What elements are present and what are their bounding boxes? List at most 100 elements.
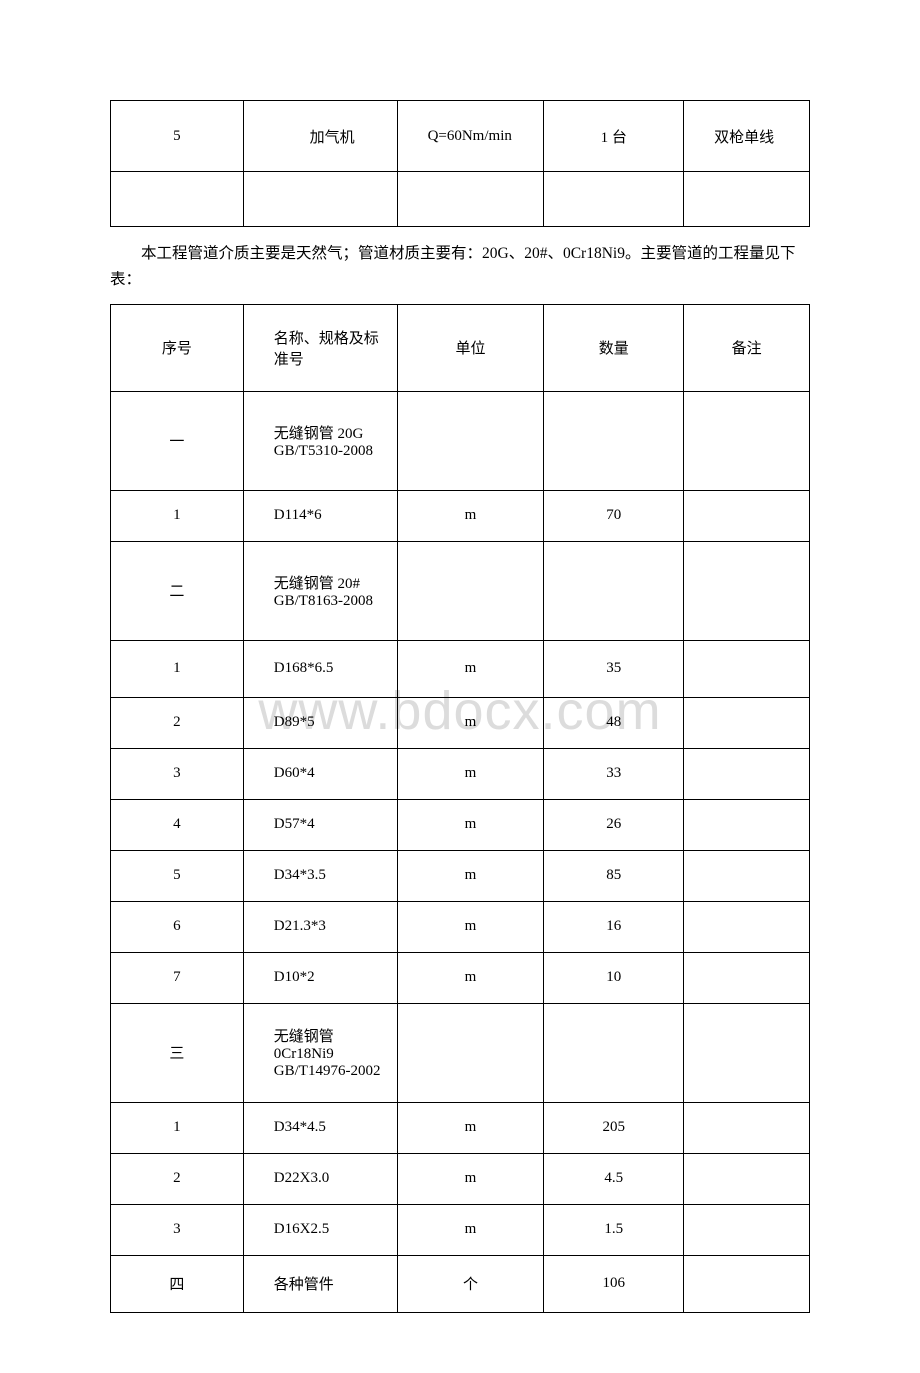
- pipe-cell: m: [397, 1102, 544, 1153]
- equipment-row: [111, 172, 810, 227]
- pipe-cell: m: [397, 850, 544, 901]
- pipe-row: 2D22X3.0m4.5: [111, 1153, 810, 1204]
- pipe-cell: D89*5: [243, 697, 397, 748]
- pipe-cell: 26: [544, 799, 684, 850]
- pipe-cell: 33: [544, 748, 684, 799]
- pipe-cell: [544, 391, 684, 490]
- pipe-cell: [684, 1255, 810, 1312]
- pipe-cell: 数量: [544, 304, 684, 391]
- pipe-cell: [397, 541, 544, 640]
- page-content: 5加气机Q=60Nm/min1 台双枪单线 本工程管道介质主要是天然气；管道材质…: [110, 100, 810, 1313]
- pipe-row: 一无缝钢管 20G GB/T5310-2008: [111, 391, 810, 490]
- t1-body: 5加气机Q=60Nm/min1 台双枪单线: [111, 101, 810, 227]
- pipe-cell: [684, 640, 810, 697]
- pipe-cell: [397, 391, 544, 490]
- pipe-cell: D168*6.5: [243, 640, 397, 697]
- pipe-cell: [684, 1102, 810, 1153]
- pipe-cell: [684, 697, 810, 748]
- pipe-cell: m: [397, 490, 544, 541]
- pipe-cell: [544, 1003, 684, 1102]
- pipe-row: 二无缝钢管 20# GB/T8163-2008: [111, 541, 810, 640]
- pipe-cell: [684, 952, 810, 1003]
- pipe-row: 三无缝钢管 0Cr18Ni9 GB/T14976-2002: [111, 1003, 810, 1102]
- pipe-cell: 1.5: [544, 1204, 684, 1255]
- pipe-cell: m: [397, 697, 544, 748]
- equipment-cell: 5: [111, 101, 244, 172]
- pipe-cell: 2: [111, 1153, 244, 1204]
- pipe-cell: D34*3.5: [243, 850, 397, 901]
- intro-paragraph: 本工程管道介质主要是天然气；管道材质主要有：20G、20#、0Cr18Ni9。主…: [110, 241, 810, 294]
- pipe-row: 1D34*4.5m205: [111, 1102, 810, 1153]
- pipe-cell: m: [397, 1204, 544, 1255]
- pipe-cell: 106: [544, 1255, 684, 1312]
- pipe-cell: [684, 850, 810, 901]
- equipment-table: 5加气机Q=60Nm/min1 台双枪单线: [110, 100, 810, 227]
- pipe-cell: D57*4: [243, 799, 397, 850]
- pipe-cell: 85: [544, 850, 684, 901]
- pipe-cell: D22X3.0: [243, 1153, 397, 1204]
- pipe-cell: m: [397, 748, 544, 799]
- pipe-cell: 各种管件: [243, 1255, 397, 1312]
- pipe-cell: 10: [544, 952, 684, 1003]
- pipe-cell: D60*4: [243, 748, 397, 799]
- pipe-row: 3D16X2.5m1.5: [111, 1204, 810, 1255]
- pipe-row: 6D21.3*3m16: [111, 901, 810, 952]
- pipe-cell: m: [397, 640, 544, 697]
- pipe-cell: D114*6: [243, 490, 397, 541]
- pipe-cell: 5: [111, 850, 244, 901]
- pipe-cell: 无缝钢管 20# GB/T8163-2008: [243, 541, 397, 640]
- pipe-cell: [684, 1153, 810, 1204]
- equipment-cell: [544, 172, 684, 227]
- equipment-cell: [111, 172, 244, 227]
- pipe-quantity-table: 序号名称、规格及标准号单位数量备注一无缝钢管 20G GB/T5310-2008…: [110, 304, 810, 1313]
- pipe-cell: m: [397, 952, 544, 1003]
- t2-body: 序号名称、规格及标准号单位数量备注一无缝钢管 20G GB/T5310-2008…: [111, 304, 810, 1312]
- pipe-cell: D21.3*3: [243, 901, 397, 952]
- equipment-cell: [243, 172, 397, 227]
- pipe-cell: 备注: [684, 304, 810, 391]
- pipe-cell: 无缝钢管 20G GB/T5310-2008: [243, 391, 397, 490]
- pipe-cell: 35: [544, 640, 684, 697]
- pipe-cell: 16: [544, 901, 684, 952]
- pipe-cell: 205: [544, 1102, 684, 1153]
- pipe-row: 4D57*4m26: [111, 799, 810, 850]
- pipe-cell: [684, 901, 810, 952]
- pipe-row: 2D89*5m48: [111, 697, 810, 748]
- pipe-cell: 4.5: [544, 1153, 684, 1204]
- pipe-cell: [684, 799, 810, 850]
- pipe-cell: 三: [111, 1003, 244, 1102]
- pipe-cell: 个: [397, 1255, 544, 1312]
- pipe-row: 1D168*6.5m35: [111, 640, 810, 697]
- pipe-cell: m: [397, 799, 544, 850]
- pipe-cell: D10*2: [243, 952, 397, 1003]
- pipe-cell: 一: [111, 391, 244, 490]
- pipe-cell: 1: [111, 1102, 244, 1153]
- pipe-cell: [684, 391, 810, 490]
- pipe-cell: 7: [111, 952, 244, 1003]
- pipe-cell: [544, 541, 684, 640]
- pipe-cell: [684, 1204, 810, 1255]
- pipe-cell: D16X2.5: [243, 1204, 397, 1255]
- pipe-row: 7D10*2m10: [111, 952, 810, 1003]
- pipe-cell: 四: [111, 1255, 244, 1312]
- pipe-cell: 无缝钢管 0Cr18Ni9 GB/T14976-2002: [243, 1003, 397, 1102]
- pipe-cell: 3: [111, 1204, 244, 1255]
- pipe-cell: 名称、规格及标准号: [243, 304, 397, 391]
- equipment-cell: 双枪单线: [684, 101, 810, 172]
- pipe-cell: 2: [111, 697, 244, 748]
- pipe-cell: 序号: [111, 304, 244, 391]
- pipe-row: 5D34*3.5m85: [111, 850, 810, 901]
- pipe-cell: 6: [111, 901, 244, 952]
- equipment-cell: [684, 172, 810, 227]
- equipment-row: 5加气机Q=60Nm/min1 台双枪单线: [111, 101, 810, 172]
- equipment-cell: Q=60Nm/min: [397, 101, 544, 172]
- pipe-cell: m: [397, 1153, 544, 1204]
- pipe-cell: 1: [111, 640, 244, 697]
- pipe-row: 1D114*6m70: [111, 490, 810, 541]
- equipment-cell: 加气机: [243, 101, 397, 172]
- pipe-row: 四各种管件个106: [111, 1255, 810, 1312]
- pipe-cell: 3: [111, 748, 244, 799]
- pipe-cell: [397, 1003, 544, 1102]
- pipe-cell: 70: [544, 490, 684, 541]
- pipe-cell: 单位: [397, 304, 544, 391]
